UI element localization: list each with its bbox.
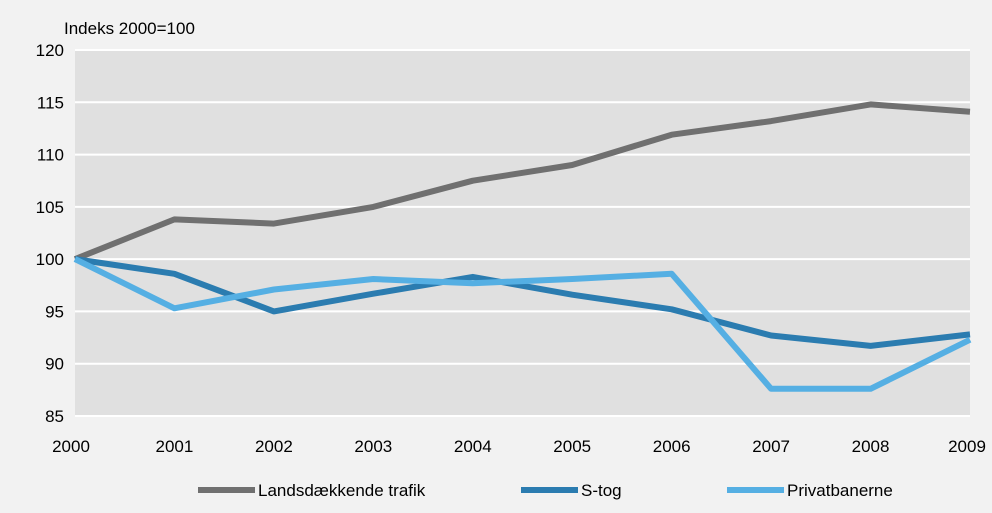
series-line-s-tog [74,256,971,349]
plot-area-background [75,50,970,416]
legend-label: Landsdækkende trafik [258,481,426,500]
x-tick-label: 2002 [255,437,293,456]
x-tick-label: 2009 [948,437,986,456]
y-tick-label: 105 [36,198,64,217]
y-tick-label: 85 [45,407,64,426]
series-lines [73,101,972,392]
series-line-landsd-kkende-trafik [73,101,971,262]
x-tick-label: 2001 [156,437,194,456]
series-line-privatbanerne [73,256,972,392]
legend: Landsdækkende trafik S-tog Privatbanerne [198,481,893,500]
x-tick-label: 2003 [354,437,392,456]
y-tick-label: 115 [37,93,64,112]
legend-label: Privatbanerne [787,481,893,500]
gridlines [75,49,970,417]
y-axis-tick-labels: 85 90 95 100 105 110 115 120 [36,41,64,426]
x-tick-label: 2008 [852,437,890,456]
x-tick-label: 2007 [752,437,790,456]
x-tick-label: 2005 [553,437,591,456]
y-tick-label: 120 [36,41,64,60]
legend-label: S-tog [581,481,622,500]
x-tick-label: 2004 [454,437,492,456]
y-tick-label: 95 [45,302,64,321]
y-axis-unit-label: Indeks 2000=100 [64,19,195,38]
x-tick-label: 2000 [52,437,90,456]
x-axis-tick-labels: 2000 2001 2002 2003 2004 2005 2006 2007 2008 2009 [52,437,986,456]
y-tick-label: 110 [37,146,64,165]
y-tick-label: 100 [36,250,64,269]
x-tick-label: 2006 [653,437,691,456]
y-tick-label: 90 [45,355,64,374]
